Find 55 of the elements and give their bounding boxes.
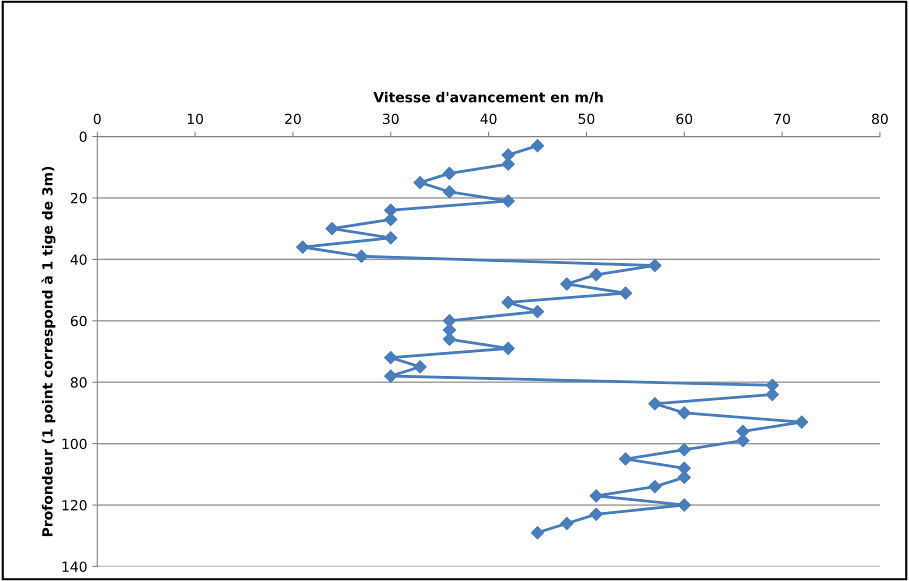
- y-tick-label: 40: [70, 254, 87, 265]
- point: [414, 360, 427, 374]
- y-tick-label: 0: [80, 132, 87, 142]
- point: [530, 304, 544, 318]
- point: [384, 351, 398, 364]
- point: [678, 406, 691, 420]
- point: [736, 424, 750, 438]
- y-tick-label: 60: [70, 316, 87, 326]
- point: [384, 231, 398, 244]
- point: [590, 508, 603, 521]
- x-tick-label: 0: [94, 114, 101, 124]
- point: [795, 416, 808, 429]
- point: [502, 158, 515, 171]
- point: [384, 369, 398, 383]
- x-tick-label: 30: [382, 114, 399, 124]
- x-tick-label: 60: [676, 114, 692, 124]
- point: [530, 139, 544, 152]
- y-tick-label: 140: [62, 561, 87, 572]
- x-tick-label: 20: [285, 114, 301, 124]
- point: [502, 342, 515, 356]
- point: [442, 166, 456, 180]
- point: [325, 222, 339, 236]
- point: [442, 332, 456, 346]
- point: [560, 516, 574, 530]
- point: [502, 194, 515, 208]
- y-tick-label: 100: [62, 438, 87, 450]
- point: [618, 452, 632, 466]
- point: [648, 258, 662, 272]
- y-tick-label: 120: [62, 500, 87, 511]
- point: [648, 397, 662, 410]
- point: [442, 185, 456, 198]
- point: [678, 470, 691, 484]
- point: [442, 314, 456, 328]
- y-axis-title: Profondeur (1 point correspond à 1 tige de 3m): [41, 166, 56, 536]
- point: [590, 489, 603, 502]
- x-tick-label: 50: [578, 114, 594, 124]
- point: [502, 296, 515, 309]
- point: [678, 498, 691, 512]
- point: [414, 176, 427, 190]
- point: [530, 526, 544, 540]
- x-tick-label: 80: [872, 114, 888, 124]
- point: [648, 480, 662, 494]
- x-tick-label: 40: [480, 114, 496, 124]
- point: [590, 268, 603, 282]
- x-tick-label: 70: [774, 114, 790, 124]
- point: [618, 286, 632, 300]
- x-axis-title: Vitesse d'avancement en m/h: [373, 92, 603, 104]
- y-tick-label: 80: [70, 377, 87, 388]
- x-tick-label: 10: [188, 114, 204, 124]
- y-tick-label: 20: [70, 192, 87, 204]
- point: [354, 250, 368, 263]
- point: [678, 443, 691, 456]
- point: [296, 240, 310, 254]
- point: [766, 388, 779, 402]
- point: [560, 277, 574, 291]
